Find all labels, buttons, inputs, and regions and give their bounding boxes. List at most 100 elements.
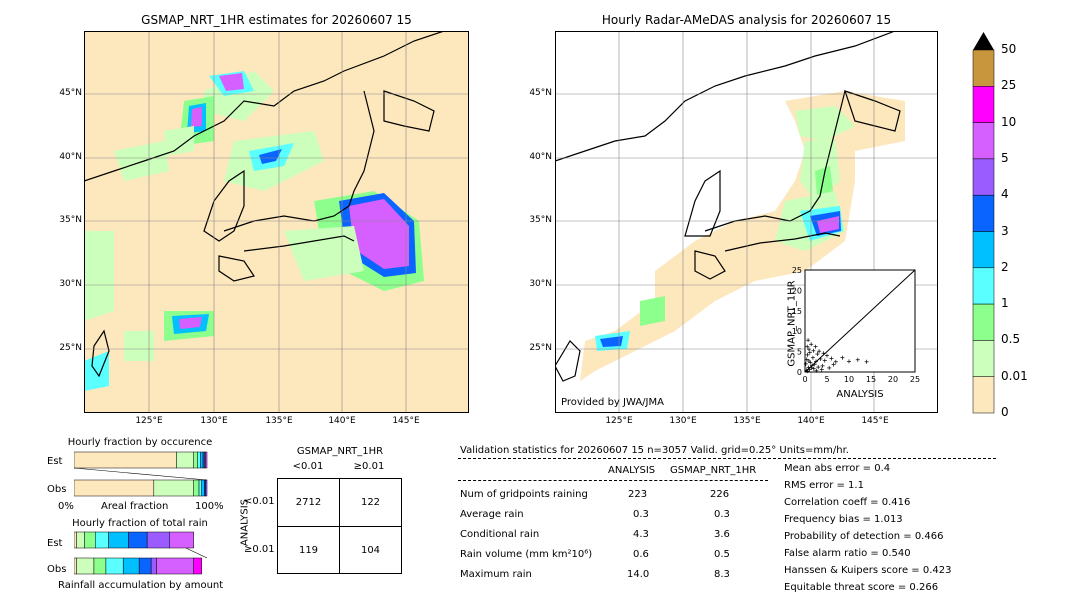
scatter-point: [829, 356, 834, 361]
scatter-point: [811, 366, 816, 371]
score-pod: Probability of detection = 0.466: [784, 531, 944, 542]
scatter-point: [805, 369, 810, 374]
validation-row: Conditional rain: [460, 529, 539, 540]
colorbar-segment: [972, 158, 995, 196]
scatter-point: [831, 362, 836, 367]
left-lon-label-130: 130°E: [200, 416, 228, 426]
scatter-ytick: 10: [792, 327, 802, 336]
validation-row-gsmap: 0.5: [714, 549, 730, 560]
validation-divider: [458, 458, 996, 459]
left-gridlines: [84, 31, 469, 413]
occurrence-axis-right: 100%: [195, 501, 224, 512]
scatter-point: [810, 355, 815, 360]
scatter-point: [827, 365, 832, 370]
scatter-xlabel: ANALYSIS: [836, 389, 884, 400]
occurrence-est-label: Est: [47, 456, 63, 467]
validation-header: Validation statistics for 20260607 15 n=…: [460, 445, 849, 456]
colorbar-level-label: 4: [1001, 187, 1009, 202]
validation-row-gsmap: 226: [710, 489, 730, 500]
score-freq-bias: Frequency bias = 1.013: [784, 514, 903, 525]
scatter-point: [804, 368, 809, 373]
scatter-point: [833, 359, 838, 364]
contingency-grid: 2712 122 119 104: [277, 478, 402, 574]
contingency-cell-00: 2712: [295, 497, 322, 508]
colorbar-level-label: 0.01: [1001, 368, 1028, 383]
validation-row-gsmap: 0.3: [714, 509, 730, 520]
scatter-point: [814, 368, 819, 373]
total-est-segment: [169, 531, 194, 549]
right-lat-label-30: 30°N: [529, 279, 552, 289]
left-lat-label-45: 45°N: [59, 88, 82, 98]
total-est-segment: [108, 531, 129, 549]
colorbar-level-label: 0: [1001, 405, 1009, 419]
right-coastline: [555, 31, 901, 382]
left-map: [84, 31, 469, 413]
colorbar-segment: [972, 49, 995, 87]
contingency-title: GSMAP_NRT_1HR: [296, 446, 384, 457]
colorbar-segment: [972, 340, 995, 377]
scatter-point: [819, 367, 824, 372]
scatter-point: [821, 351, 826, 356]
total-connector: [185, 547, 208, 559]
score-ets: Equitable threat score = 0.266: [784, 582, 939, 593]
total-obs-segment: [156, 557, 194, 575]
occurrence-est-segment: [176, 451, 194, 469]
total-obs-segment: [193, 557, 202, 575]
scatter-ytick: 5: [797, 348, 802, 357]
total-axis-label: Rainfall accumulation by amount: [58, 580, 224, 591]
total-bars: [74, 531, 208, 575]
scatter-point: [810, 363, 815, 368]
scatter-point: [805, 344, 810, 349]
validation-row-label: Num of gridpoints raining: [460, 489, 588, 500]
scatter-point: [817, 349, 822, 354]
left-lat-label-40: 40°N: [59, 152, 82, 162]
score-rmse: RMS error = 1.1: [784, 480, 864, 491]
validation-row-analysis: 4.3: [633, 529, 649, 540]
scatter-xtick: 10: [844, 375, 854, 384]
occurrence-title: Hourly fraction by occurence: [67, 437, 213, 448]
right-lon-label-125: 125°E: [605, 416, 633, 426]
total-est-segment: [95, 531, 109, 549]
validation-divider-2: [458, 480, 768, 481]
occurrence-obs-segment: [153, 479, 194, 497]
scatter-point: [822, 358, 827, 363]
scatter-point: [807, 350, 812, 355]
colorbar-level-label: 25: [1001, 78, 1017, 93]
occurrence-obs-segment: [198, 479, 202, 497]
validation-row-analysis: 223: [628, 489, 648, 500]
occurrence-est-segment: [197, 451, 201, 469]
occurrence-est-segment: [205, 451, 208, 469]
right-lon-label-145: 145°E: [861, 416, 889, 426]
total-est-segment: [84, 531, 96, 549]
validation-row-gsmap: 8.3: [714, 569, 730, 580]
left-lon-label-125: 125°E: [135, 416, 163, 426]
occurrence-est-segment: [200, 451, 204, 469]
left-lon-label-135: 135°E: [265, 416, 293, 426]
contingency-row-lt: <0.01: [244, 496, 275, 507]
scatter-xtick: 5: [824, 375, 829, 384]
occurrence-axis-mid: Areal fraction: [101, 501, 169, 512]
scatter-point: [825, 353, 829, 358]
colorbar-segment: [972, 194, 995, 232]
validation-row-label: Conditional rain: [460, 529, 540, 540]
colorbar-level-label: 1: [1001, 296, 1009, 311]
provider-credit: Provided by JWA/JMA: [561, 397, 664, 408]
right-rain-field: [580, 91, 905, 381]
score-far: False alarm ratio = 0.540: [784, 548, 911, 559]
occurrence-obs-segment: [193, 479, 200, 497]
right-lat-label-35: 35°N: [529, 215, 552, 225]
validation-row-gsmap: 3.6: [714, 529, 730, 540]
scatter-point: [809, 342, 814, 347]
right-lat-label-45: 45°N: [529, 88, 552, 98]
contingency-cell-01: 122: [360, 497, 381, 508]
validation-row-analysis: 0.6: [633, 549, 649, 560]
scatter-point: [807, 367, 812, 372]
occurrence-obs-segment: [205, 479, 208, 497]
scatter-point: [803, 361, 808, 366]
colorbar-extend-arrow: [973, 32, 994, 50]
right-lat-label-25: 25°N: [529, 343, 552, 353]
scatter-point: [806, 365, 811, 370]
left-map-title: GSMAP_NRT_1HR estimates for 20260607 15: [141, 13, 412, 27]
validation-row: Average rain: [460, 509, 524, 520]
validation-row-analysis: 14.0: [627, 569, 650, 580]
